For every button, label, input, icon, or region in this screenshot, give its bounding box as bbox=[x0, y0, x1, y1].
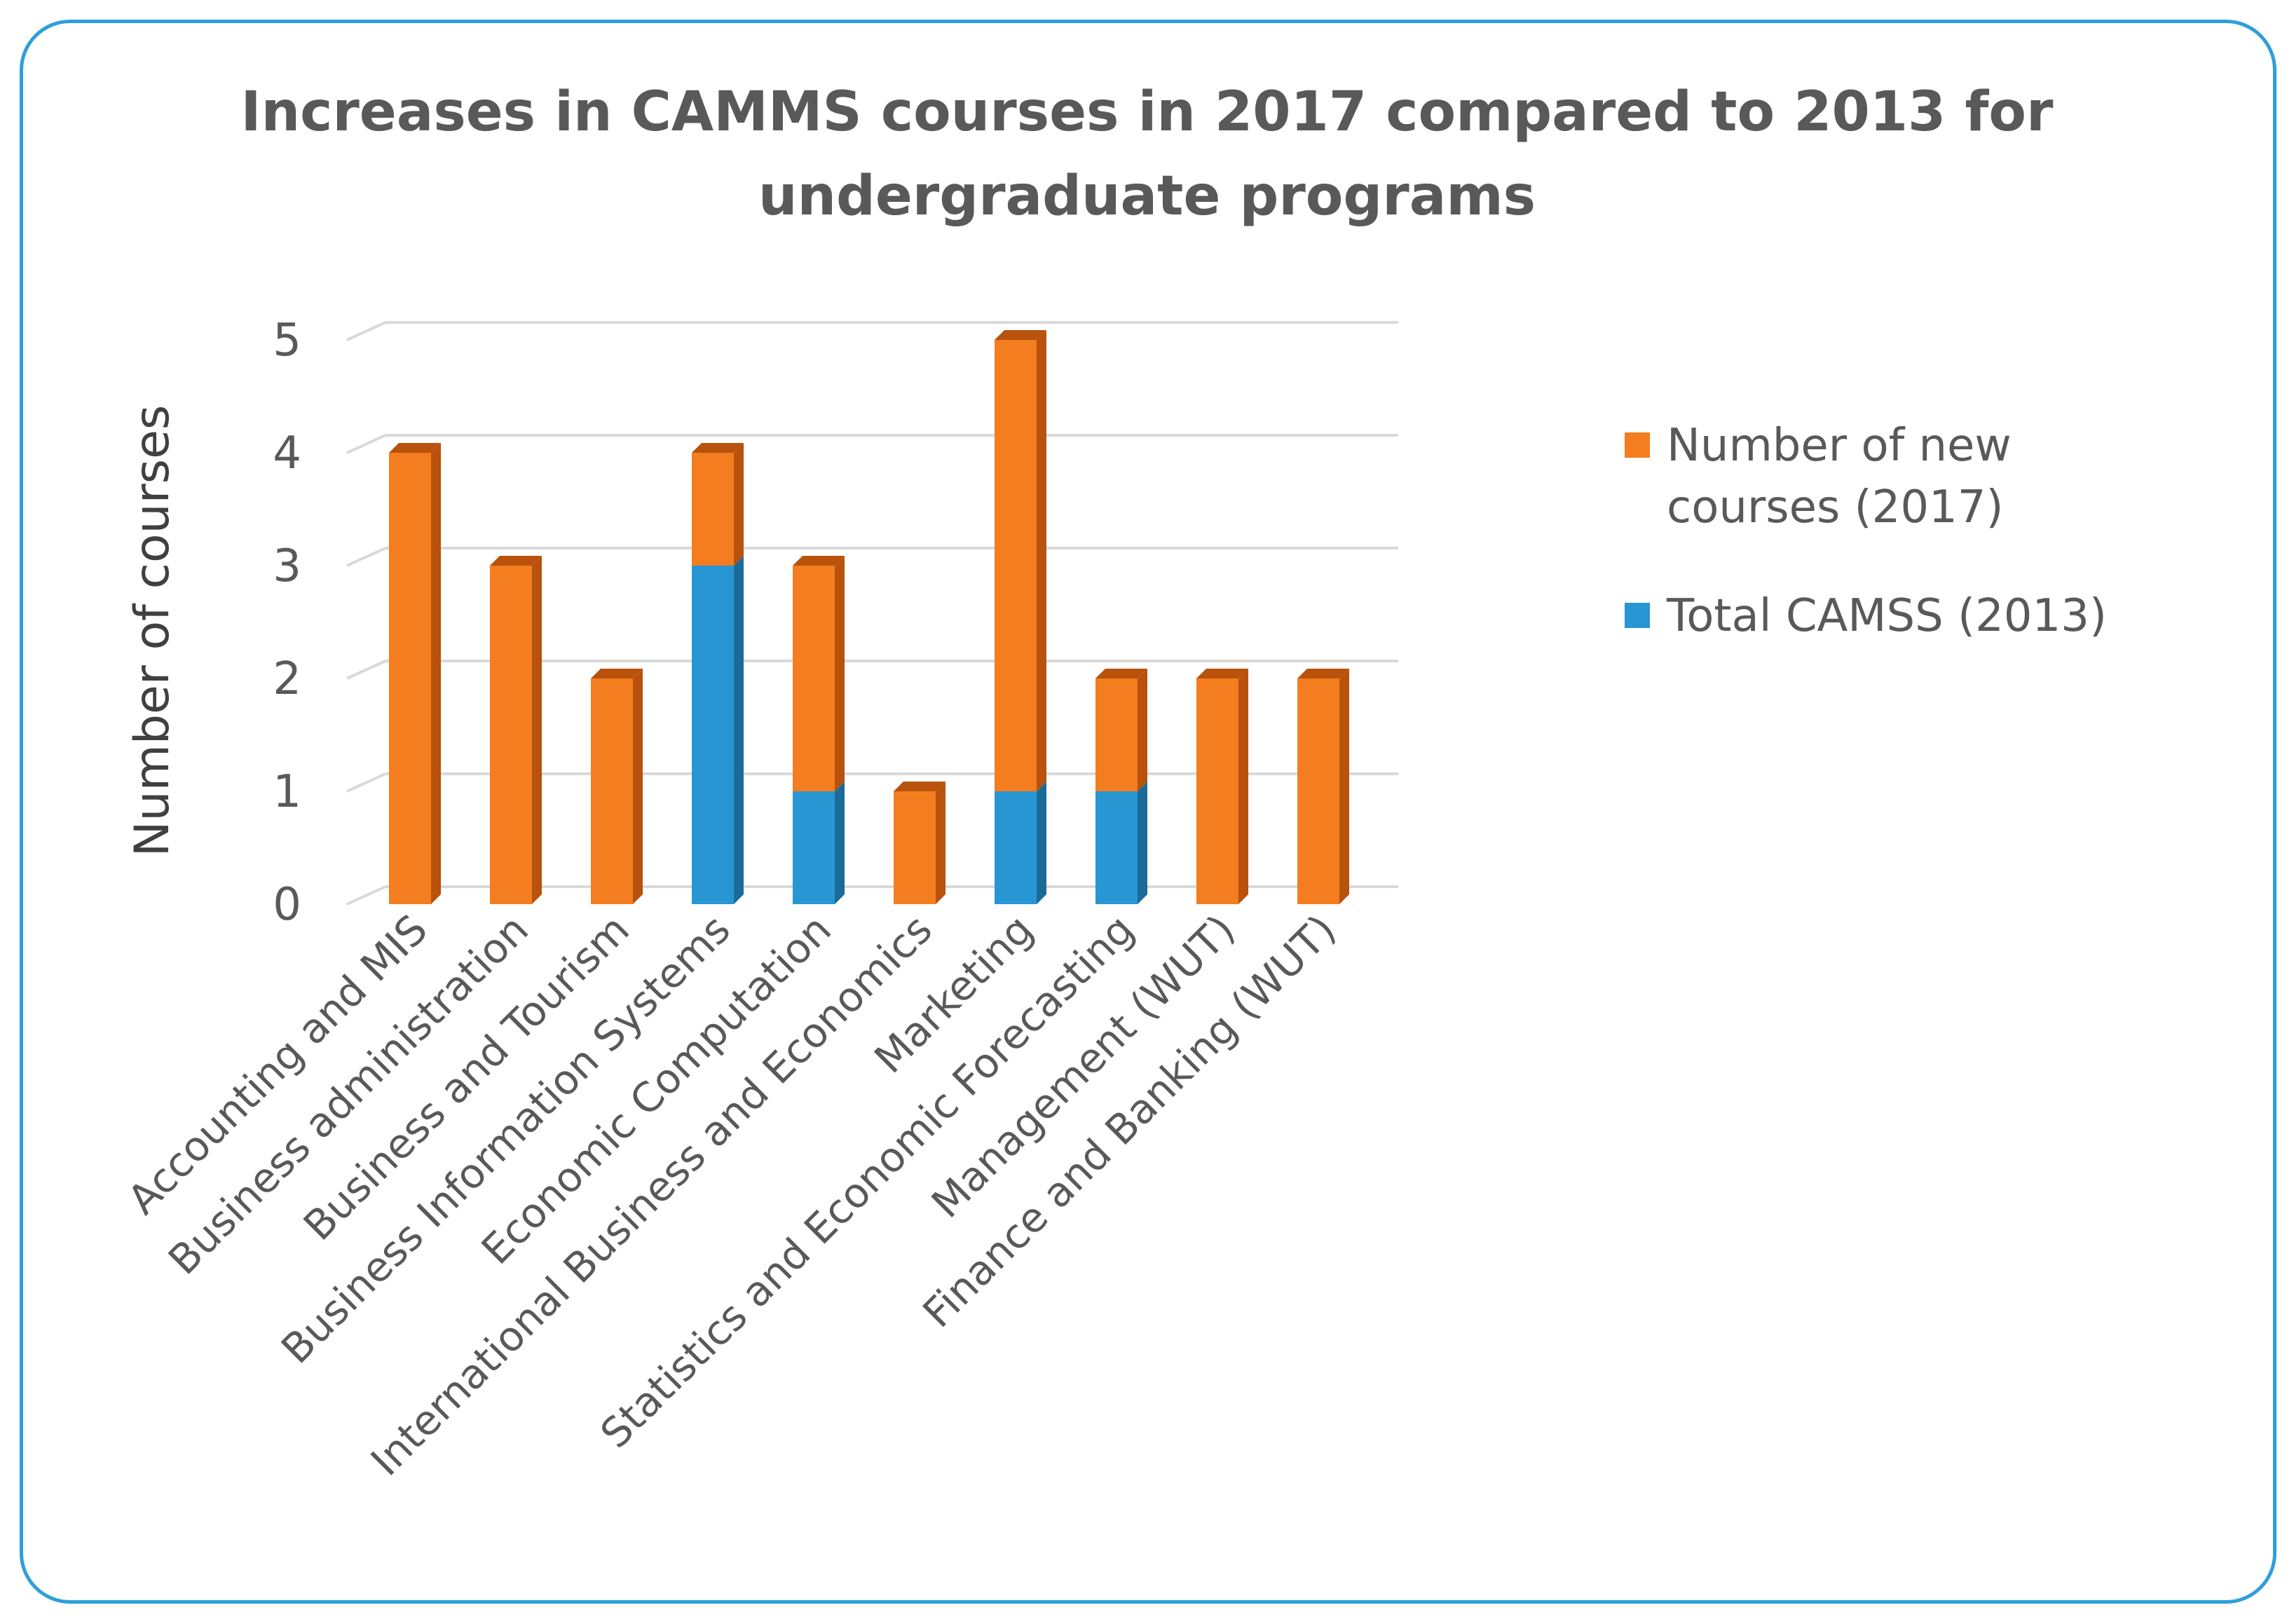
y-tick-label: 4 bbox=[273, 428, 301, 479]
bar-new-2017 bbox=[995, 330, 1046, 791]
gridline-diagonal bbox=[346, 885, 386, 906]
y-tick-label: 3 bbox=[273, 540, 301, 592]
gridline-diagonal bbox=[346, 660, 386, 680]
bar-new-2017 bbox=[591, 669, 643, 904]
bar-new-2017 bbox=[793, 556, 845, 791]
legend-swatch bbox=[1625, 603, 1650, 628]
y-tick-label: 0 bbox=[273, 879, 301, 931]
chart-title-line-1: Increases in CAMMS courses in 2017 compa… bbox=[240, 81, 2054, 144]
legend-item: Total CAMSS (2013) bbox=[1625, 590, 2107, 642]
bar-new-2017 bbox=[1297, 669, 1349, 904]
bar-top-face bbox=[692, 443, 744, 453]
bar-total-2013 bbox=[692, 556, 744, 904]
y-tick-label: 1 bbox=[273, 766, 301, 818]
y-tick-label: 5 bbox=[273, 315, 301, 367]
bar-top-face bbox=[894, 782, 945, 791]
bar-new-2017 bbox=[1095, 669, 1147, 791]
bar-new-2017 bbox=[389, 443, 441, 904]
bar-top-face bbox=[1095, 669, 1147, 678]
bar-top-face bbox=[1297, 669, 1349, 678]
bar-new-2017 bbox=[894, 782, 945, 904]
chart-title-line-2: undergraduate programs bbox=[758, 165, 1536, 228]
bar-total-2013 bbox=[793, 782, 845, 904]
gridline-diagonal bbox=[346, 772, 386, 793]
legend-swatch bbox=[1625, 432, 1650, 458]
y-axis-label: Number of courses bbox=[125, 405, 180, 857]
gridline-diagonal bbox=[346, 434, 386, 454]
gridline-diagonal bbox=[346, 321, 386, 341]
bar-top-face bbox=[995, 330, 1046, 340]
gridline-diagonal bbox=[346, 547, 386, 567]
chart-title: Increases in CAMMS courses in 2017 compa… bbox=[0, 70, 2294, 238]
bar-top-face bbox=[1196, 669, 1248, 678]
legend-label: courses (2017) bbox=[1667, 482, 2003, 533]
bar-new-2017 bbox=[490, 556, 542, 904]
bar-new-2017 bbox=[1196, 669, 1248, 904]
bar-new-2017 bbox=[692, 443, 744, 566]
bar-top-face bbox=[389, 443, 441, 453]
bar-top-face bbox=[793, 556, 845, 566]
bar-total-2013 bbox=[995, 782, 1046, 904]
bar-total-2013 bbox=[1095, 782, 1147, 904]
bar-top-face bbox=[490, 556, 542, 566]
legend-label: Number of new bbox=[1667, 420, 2012, 472]
legend-item: Number of new courses (2017) bbox=[1625, 420, 2012, 533]
legend-label: Total CAMSS (2013) bbox=[1666, 590, 2107, 642]
bar-top-face bbox=[591, 669, 643, 678]
y-tick-label: 2 bbox=[273, 653, 301, 705]
